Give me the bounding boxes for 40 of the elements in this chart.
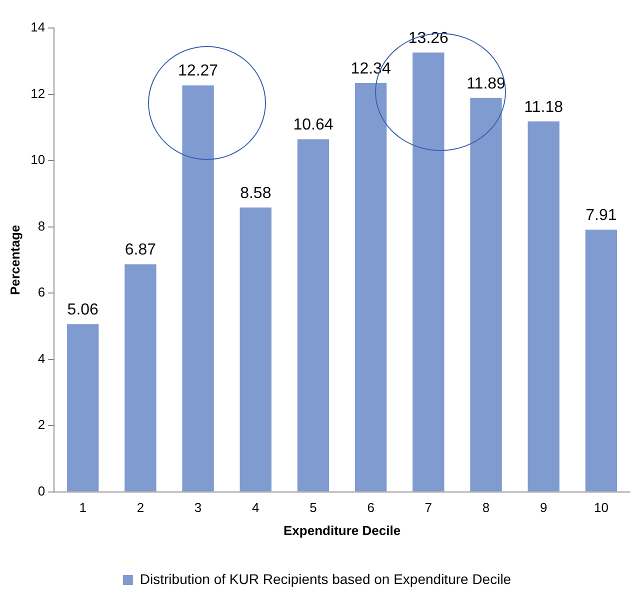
y-tick-label: 10 — [30, 152, 46, 168]
x-tick-label: 2 — [136, 500, 144, 516]
data-label: 5.06 — [67, 302, 99, 319]
x-tick-label: 7 — [424, 500, 432, 516]
bar — [470, 98, 502, 492]
y-tick-label: 14 — [30, 20, 46, 35]
data-label: 11.89 — [466, 75, 506, 92]
y-tick-label: 6 — [38, 284, 46, 300]
data-label: 13.26 — [408, 30, 449, 47]
x-tick-label: 8 — [482, 500, 490, 516]
x-axis-title: Expenditure Decile — [284, 522, 401, 538]
data-label: 6.87 — [124, 242, 156, 259]
x-tick-label: 10 — [594, 500, 608, 516]
bar — [67, 324, 99, 492]
y-tick-label: 0 — [38, 483, 46, 498]
y-tick-label: 8 — [38, 218, 46, 234]
x-tick-label: 6 — [367, 500, 374, 516]
x-tick-label: 1 — [79, 500, 86, 516]
bar — [354, 82, 387, 492]
data-label: 10.64 — [293, 116, 334, 134]
y-tick-label: 12 — [30, 86, 46, 101]
bar — [240, 208, 272, 492]
x-tick-label: 9 — [540, 500, 548, 516]
y-axis-title: Percentage — [7, 224, 22, 295]
y-tick-label: 2 — [38, 417, 46, 432]
x-tick-label: 5 — [310, 500, 317, 516]
data-label: 8.58 — [240, 184, 272, 202]
bar — [182, 85, 214, 492]
y-tick-label: 4 — [38, 350, 46, 366]
x-tick-label: 4 — [252, 500, 260, 516]
legend-label: Distribution of KUR Recipients based on Expenditure Decile — [140, 570, 512, 587]
data-label: 12.27 — [178, 62, 218, 80]
x-tick-label: 3 — [194, 500, 202, 516]
data-label: 11.18 — [524, 98, 564, 116]
bar — [124, 264, 156, 492]
bar — [297, 139, 330, 492]
bar — [412, 52, 444, 492]
bar — [528, 121, 560, 492]
bar — [585, 230, 618, 492]
data-label: 7.91 — [586, 207, 617, 224]
